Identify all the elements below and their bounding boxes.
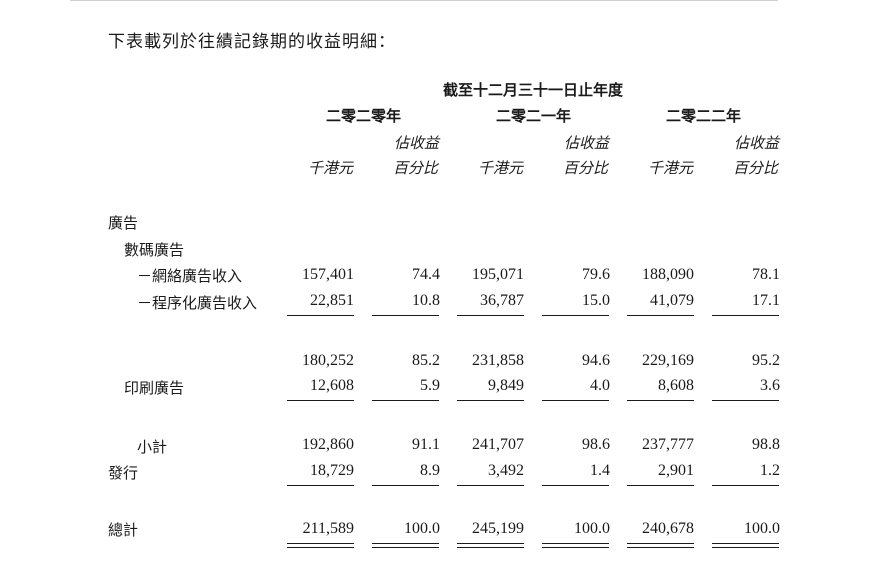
rule-2021-pct: [542, 315, 609, 316]
double-rule-2020-amount: [287, 543, 354, 544]
double-rule-2020-amount: [287, 547, 354, 548]
period-header: 截至十二月三十一日止年度: [443, 81, 624, 99]
double-rule-2020-pct: [372, 543, 439, 544]
double-rule-2022-amount: [627, 543, 694, 544]
row-label-total: 總計: [108, 521, 139, 539]
row-label-advertising: 廣告: [108, 214, 139, 232]
online-2020-pct: 74.4: [412, 266, 440, 283]
double-rule-2020-pct: [372, 547, 439, 548]
distribution-2022-pct: 1.2: [760, 462, 780, 479]
distribution-2020-amount: 18,729: [310, 462, 354, 479]
pct-header-2020-line2: 百分比: [393, 159, 439, 177]
digital-total-2022-pct: 95.2: [752, 352, 780, 369]
rule-2021-amount: [457, 400, 524, 401]
rule-2020-pct: [372, 400, 439, 401]
print-2020-pct: 5.9: [420, 377, 440, 394]
rule-2020-pct: [372, 485, 439, 486]
total-2020-amount: 211,589: [302, 520, 354, 537]
print-2021-amount: 9,849: [488, 377, 524, 394]
rule-2022-pct: [712, 400, 779, 401]
subtotal-2020-pct: 91.1: [412, 436, 440, 453]
unit-header-2020: 千港元: [308, 159, 354, 177]
year-2022-header: 二零二二年: [666, 107, 742, 125]
pct-header-2022-line1: 佔收益: [734, 134, 780, 152]
programmatic-2021-pct: 15.0: [582, 292, 610, 309]
distribution-2020-pct: 8.9: [420, 462, 440, 479]
rule-2022-amount: [627, 315, 694, 316]
year-2021-header: 二零二一年: [496, 107, 572, 125]
pct-header-2020-line1: 佔收益: [394, 134, 440, 152]
double-rule-2021-amount: [457, 543, 524, 544]
rule-2022-pct: [712, 315, 779, 316]
online-2022-pct: 78.1: [752, 266, 780, 283]
online-2021-pct: 79.6: [582, 266, 610, 283]
rule-2022-amount: [627, 400, 694, 401]
rule-2022-amount: [627, 485, 694, 486]
digital-total-2021-amount: 231,858: [472, 352, 524, 369]
rule-2020-amount: [287, 485, 354, 486]
rule-2020-amount: [287, 400, 354, 401]
pct-header-2022-line2: 百分比: [733, 159, 779, 177]
distribution-2021-pct: 1.4: [590, 462, 610, 479]
subtotal-2020-amount: 192,860: [302, 436, 354, 453]
rule-2022-pct: [712, 485, 779, 486]
unit-header-2021: 千港元: [478, 159, 524, 177]
online-2022-amount: 188,090: [642, 266, 694, 283]
print-2021-pct: 4.0: [590, 377, 610, 394]
double-rule-2021-amount: [457, 547, 524, 548]
rule-2021-pct: [542, 485, 609, 486]
pct-header-2021-line2: 百分比: [563, 159, 609, 177]
double-rule-2021-pct: [542, 543, 609, 544]
total-2022-amount: 240,678: [642, 520, 694, 537]
rule-2020-amount: [287, 315, 354, 316]
subtotal-2022-amount: 237,777: [642, 436, 694, 453]
print-2022-amount: 8,608: [658, 377, 694, 394]
row-label-subtotal: 小計: [137, 438, 168, 456]
double-rule-2022-amount: [627, 547, 694, 548]
subtotal-2021-pct: 98.6: [582, 436, 610, 453]
double-rule-2021-pct: [542, 547, 609, 548]
digital-total-2022-amount: 229,169: [642, 352, 694, 369]
rule-2021-pct: [542, 400, 609, 401]
total-2021-pct: 100.0: [574, 520, 610, 537]
rule-2021-amount: [457, 315, 524, 316]
total-2020-pct: 100.0: [404, 520, 440, 537]
total-2022-pct: 100.0: [744, 520, 780, 537]
double-rule-2022-pct: [712, 543, 779, 544]
rule-2021-amount: [457, 485, 524, 486]
row-label-programmatic-advertising: －程序化廣告收入: [137, 294, 258, 312]
digital-total-2021-pct: 94.6: [582, 352, 610, 369]
programmatic-2021-amount: 36,787: [480, 292, 524, 309]
programmatic-2020-amount: 22,851: [310, 292, 354, 309]
unit-header-2022: 千港元: [648, 159, 694, 177]
total-2021-amount: 245,199: [472, 520, 524, 537]
row-label-online-advertising: －網絡廣告收入: [137, 267, 243, 285]
programmatic-2020-pct: 10.8: [412, 292, 440, 309]
print-2022-pct: 3.6: [760, 377, 780, 394]
rule-2020-pct: [372, 315, 439, 316]
digital-total-2020-amount: 180,252: [302, 352, 354, 369]
print-2020-amount: 12,608: [310, 377, 354, 394]
row-label-distribution: 發行: [108, 464, 139, 482]
year-2020-header: 二零二零年: [326, 107, 402, 125]
distribution-2022-amount: 2,901: [658, 462, 694, 479]
online-2021-amount: 195,071: [472, 266, 524, 283]
intro-text: 下表載列於往績記錄期的收益明細：: [108, 32, 396, 52]
programmatic-2022-amount: 41,079: [650, 292, 694, 309]
row-label-print-advertising: 印刷廣告: [124, 379, 185, 397]
distribution-2021-amount: 3,492: [488, 462, 524, 479]
digital-total-2020-pct: 85.2: [412, 352, 440, 369]
double-rule-2022-pct: [712, 547, 779, 548]
programmatic-2022-pct: 17.1: [752, 292, 780, 309]
subtotal-2022-pct: 98.8: [752, 436, 780, 453]
pct-header-2021-line1: 佔收益: [564, 134, 610, 152]
subtotal-2021-amount: 241,707: [472, 436, 524, 453]
row-label-digital-advertising: 數碼廣告: [124, 241, 185, 259]
online-2020-amount: 157,401: [302, 266, 354, 283]
top-rule: [70, 0, 778, 1]
